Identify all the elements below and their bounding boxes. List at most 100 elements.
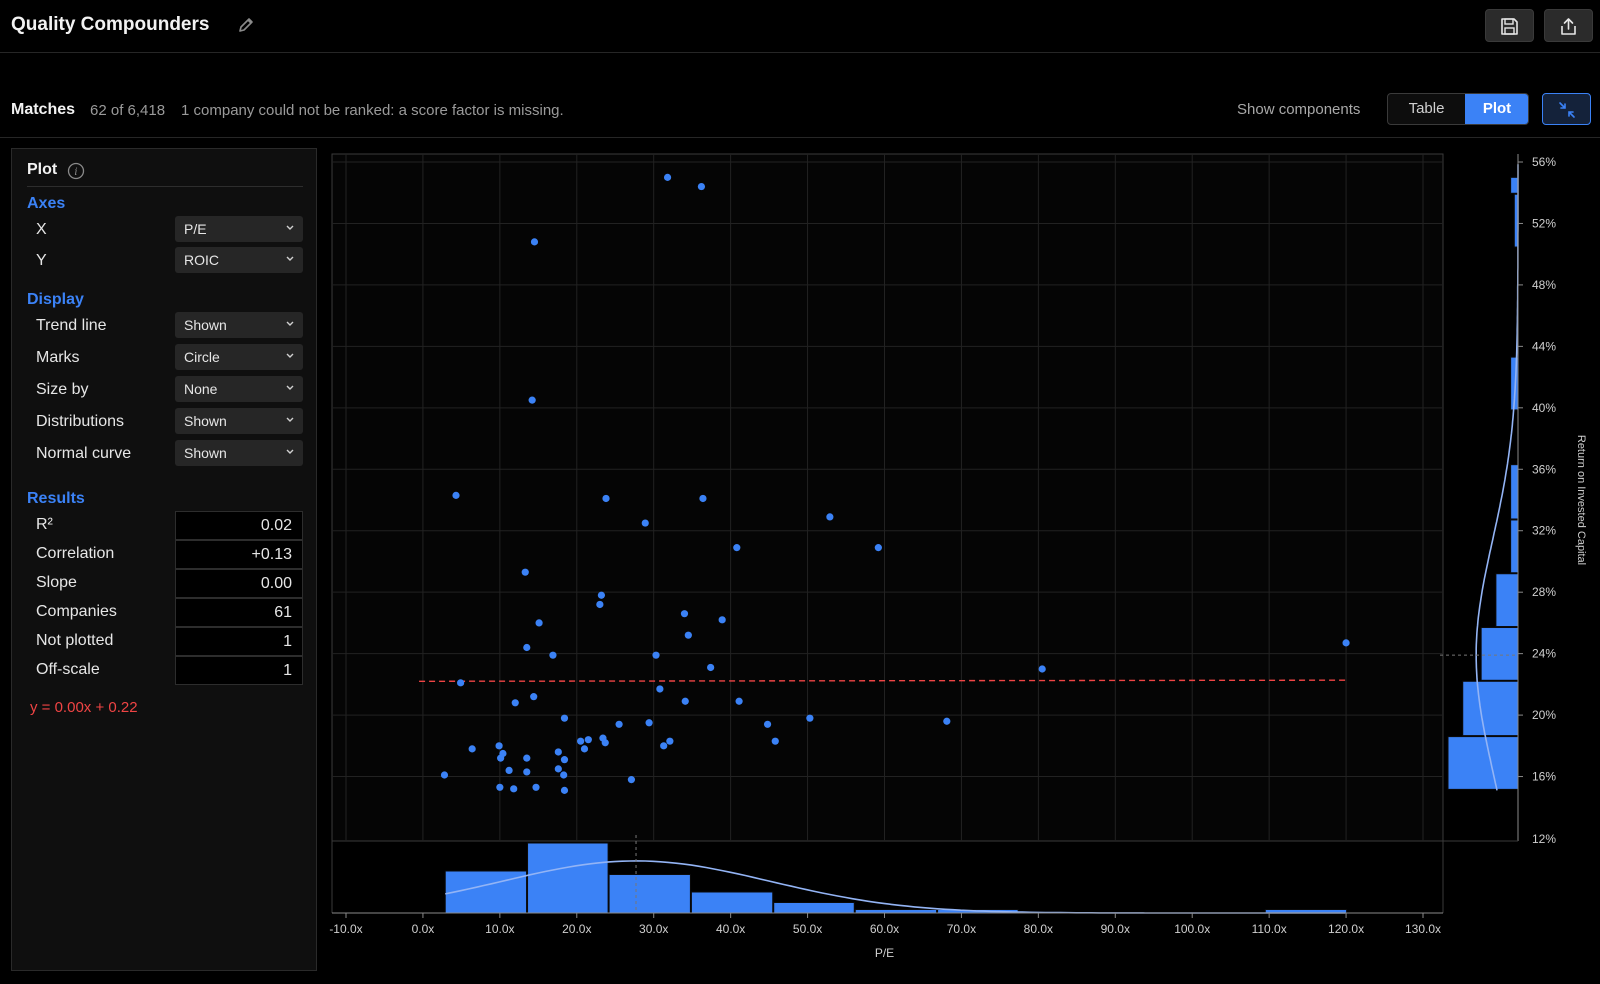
page-title: Quality Compounders bbox=[11, 14, 210, 35]
y-hist-bar bbox=[1480, 627, 1519, 681]
data-point bbox=[560, 786, 569, 794]
data-point bbox=[874, 544, 882, 552]
share-button[interactable] bbox=[1544, 9, 1593, 42]
y-tick-label: 32% bbox=[1532, 524, 1556, 538]
pencil-icon[interactable] bbox=[237, 16, 255, 34]
data-point bbox=[452, 491, 460, 499]
data-point bbox=[806, 714, 814, 722]
data-point bbox=[699, 494, 707, 503]
data-point bbox=[707, 663, 715, 672]
x-tick-label: 80.0x bbox=[1024, 922, 1053, 936]
collapse-icon bbox=[1559, 102, 1575, 118]
off-scale-label: Off-scale bbox=[36, 661, 100, 678]
collapse-button[interactable] bbox=[1542, 93, 1591, 125]
display-heading: Display bbox=[27, 291, 84, 308]
chevron-down-icon bbox=[286, 353, 294, 358]
x-axis-select[interactable]: P/E bbox=[175, 216, 303, 242]
data-point bbox=[1038, 665, 1046, 673]
data-point bbox=[580, 745, 589, 753]
data-point bbox=[523, 643, 531, 652]
x-tick-label: -10.0x bbox=[329, 922, 362, 936]
data-point bbox=[521, 568, 529, 576]
companies-value-box: 61 bbox=[175, 598, 303, 627]
data-point bbox=[680, 610, 689, 618]
panel-header: Plot i bbox=[27, 161, 303, 187]
tab-table[interactable]: Table bbox=[1408, 100, 1445, 117]
correlation-label: Correlation bbox=[36, 545, 115, 562]
x-tick-label: 30.0x bbox=[639, 922, 668, 936]
data-point bbox=[1342, 639, 1350, 647]
distributions-select[interactable]: Shown bbox=[175, 408, 303, 434]
data-point bbox=[532, 783, 540, 791]
y-tick-label: 28% bbox=[1532, 585, 1556, 599]
data-point bbox=[602, 494, 610, 503]
data-point bbox=[771, 737, 779, 745]
data-point bbox=[684, 631, 692, 639]
x-tick-label: 60.0x bbox=[870, 922, 899, 936]
data-point bbox=[549, 651, 557, 659]
data-point bbox=[554, 748, 562, 756]
data-point bbox=[826, 513, 834, 521]
data-point bbox=[523, 768, 531, 776]
r2-value-box: 0.02 bbox=[175, 511, 303, 540]
x-tick-label: 50.0x bbox=[793, 922, 822, 936]
data-point bbox=[468, 745, 476, 753]
save-button[interactable] bbox=[1485, 9, 1534, 42]
y-axis-select[interactable]: ROIC bbox=[175, 247, 303, 273]
chevron-down-icon bbox=[286, 449, 294, 454]
x-tick-label: 90.0x bbox=[1101, 922, 1130, 936]
normal-curve-label: Normal curve bbox=[36, 445, 132, 462]
data-point bbox=[652, 651, 660, 659]
x-hist-bar bbox=[608, 874, 691, 914]
not-plotted-value: 1 bbox=[283, 633, 292, 650]
data-point bbox=[681, 697, 689, 705]
marks-select[interactable]: Circle bbox=[175, 344, 303, 370]
data-point bbox=[627, 776, 636, 784]
info-icon[interactable]: i bbox=[67, 162, 85, 180]
data-point bbox=[718, 616, 726, 624]
x-tick-label: 0.0x bbox=[412, 922, 435, 936]
data-point bbox=[510, 785, 518, 793]
y-tick-label: 20% bbox=[1532, 708, 1556, 722]
axes-heading: Axes bbox=[27, 195, 66, 212]
data-point bbox=[577, 737, 585, 745]
panel-title: Plot bbox=[27, 161, 58, 178]
chevron-down-icon bbox=[286, 417, 294, 422]
chevron-down-icon bbox=[286, 256, 294, 261]
data-point bbox=[535, 619, 543, 627]
normal-curve-select[interactable]: Shown bbox=[175, 440, 303, 466]
size-by-select[interactable]: None bbox=[175, 376, 303, 402]
matches-count: 62 of 6,418 bbox=[90, 102, 166, 119]
not-plotted-value-box: 1 bbox=[175, 627, 303, 656]
trend-line bbox=[419, 679, 1347, 682]
y-hist-bar bbox=[1510, 176, 1519, 194]
data-point bbox=[584, 736, 592, 744]
slope-value: 0.00 bbox=[260, 575, 292, 592]
slope-value-box: 0.00 bbox=[175, 569, 303, 598]
y-axis-title: Return on Invested Capital bbox=[1575, 435, 1587, 565]
y-tick-label: 16% bbox=[1532, 770, 1556, 784]
r2-value: 0.02 bbox=[260, 517, 292, 534]
trend-line-select[interactable]: Shown bbox=[175, 312, 303, 338]
data-point bbox=[656, 685, 664, 693]
ranking-note: 1 company could not be ranked: a score f… bbox=[181, 102, 564, 119]
off-scale-value: 1 bbox=[283, 662, 292, 679]
data-point bbox=[735, 697, 743, 705]
data-point bbox=[440, 771, 449, 779]
header: Quality Compounders bbox=[0, 0, 1600, 53]
off-scale-value-box: 1 bbox=[175, 656, 303, 685]
y-hist-bar bbox=[1510, 519, 1519, 574]
y-hist-bar bbox=[1462, 680, 1519, 737]
show-components-toggle[interactable]: Show components bbox=[1237, 101, 1361, 118]
x-tick-label: 20.0x bbox=[562, 922, 591, 936]
data-point bbox=[697, 182, 706, 191]
tab-plot[interactable]: Plot bbox=[1465, 94, 1528, 124]
x-hist-bar bbox=[527, 842, 609, 914]
slope-label: Slope bbox=[36, 574, 77, 591]
data-point bbox=[666, 737, 674, 745]
plot-frame bbox=[331, 153, 1444, 842]
y-hist-bar bbox=[1447, 736, 1519, 790]
companies-label: Companies bbox=[36, 603, 117, 620]
x-tick-label: 130.0x bbox=[1405, 922, 1441, 936]
x-tick-label: 40.0x bbox=[716, 922, 745, 936]
